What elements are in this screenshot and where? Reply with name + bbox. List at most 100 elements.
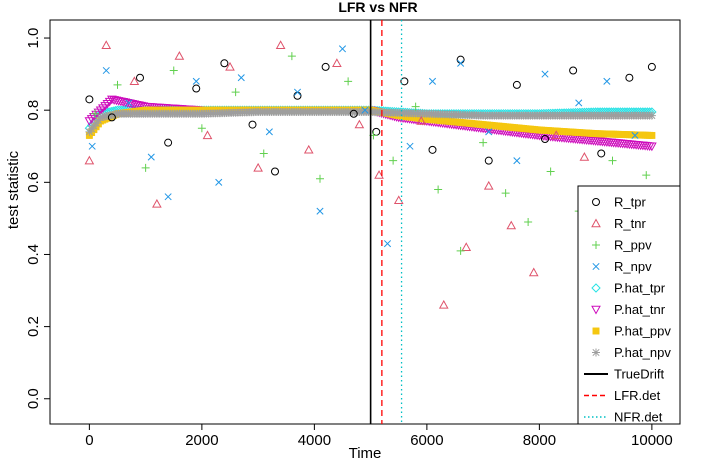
legend-label-p-hat-npv: P.hat_npv [614, 345, 671, 360]
r-npv-point [125, 99, 133, 107]
r-tpr-point [271, 167, 279, 176]
r-tnr-point [152, 198, 162, 208]
r-tnr-point [506, 220, 517, 230]
r-ppv-point [642, 171, 651, 180]
y-axis-label: test statistic [5, 150, 22, 229]
legend-swatch-r-tnr [591, 218, 601, 228]
r-ppv-point [287, 52, 296, 61]
r-npv-point [406, 142, 414, 150]
legend-box [577, 185, 681, 425]
r-tpr-point [569, 66, 578, 75]
r-tnr-point [374, 170, 384, 179]
y-tick-label: 0.8 [25, 100, 42, 121]
legend-swatch-p-hat-tnr [591, 305, 601, 315]
r-ppv-point [524, 218, 533, 226]
r-tnr-point [551, 130, 562, 140]
r-npv-point [513, 157, 521, 165]
r-tnr-point [129, 76, 140, 86]
r-npv-point [147, 153, 155, 161]
r-npv-point [265, 128, 273, 136]
r-ppv-point [501, 189, 510, 198]
r-ppv-point [231, 88, 240, 97]
legend-label-p-hat-tnr: P.hat_tnr [614, 302, 666, 317]
x-tick-label: 0 [85, 432, 93, 449]
r-npv-point [631, 131, 639, 139]
y-axis: 0.0 0.2 0.4 0.6 0.8 1.0 [25, 28, 50, 409]
legend-swatch-r-npv [592, 262, 600, 271]
r-npv-point [485, 128, 493, 136]
r-ppv-point [316, 174, 324, 183]
r-tpr-point [541, 135, 549, 144]
legend-label-r-npv: R_npv [614, 259, 652, 274]
r-ppv-point [546, 167, 555, 176]
r-tpr-point [484, 156, 493, 165]
series-r-tnr [84, 40, 590, 309]
r-tnr-point [101, 40, 112, 49]
legend-swatch-p-hat-npv [592, 348, 600, 357]
legend-label-truedrift: TrueDrift [614, 367, 664, 382]
p-hat-ppv-marker [648, 131, 656, 139]
r-npv-point [575, 99, 583, 107]
legend-swatch-r-tpr [592, 198, 600, 206]
r-ppv-point [169, 66, 178, 75]
r-ppv-point [259, 149, 268, 158]
r-npv-point [316, 207, 324, 215]
y-tick-label: 0.0 [25, 388, 42, 409]
r-npv-point [237, 74, 245, 82]
x-axis-label: Time [349, 445, 382, 462]
r-tnr-point [393, 195, 404, 205]
legend-swatch-r-ppv [592, 241, 600, 249]
y-tick-label: 1.0 [25, 28, 42, 49]
r-tnr-point [461, 242, 472, 251]
r-npv-point [293, 88, 302, 96]
x-tick-label: 6000 [410, 432, 443, 449]
r-ppv-point [608, 156, 617, 165]
r-tnr-point [579, 152, 590, 161]
r-tnr-point [275, 40, 286, 49]
r-npv-point [428, 77, 437, 85]
r-tpr-point [400, 77, 409, 86]
r-tpr-point [136, 73, 144, 82]
r-tnr-point [303, 144, 314, 154]
x-axis: 0 2000 4000 6000 8000 10000 [85, 424, 673, 449]
legend-label-lfr-det: LFR.det [614, 388, 661, 403]
r-ppv-point [197, 124, 206, 133]
r-npv-point [361, 106, 369, 114]
r-ppv-point [389, 156, 398, 165]
series-r-npv [88, 45, 639, 248]
r-tpr-point [349, 109, 358, 118]
r-tpr-point [428, 145, 437, 154]
r-ppv-point [113, 80, 122, 89]
p-hat-tnr-marker [647, 142, 657, 152]
chart-title: LFR vs NFR [338, 0, 417, 15]
r-ppv-point [91, 109, 99, 118]
r-npv-point [603, 77, 611, 85]
r-ppv-point [411, 102, 420, 111]
legend-label-nfr-det: NFR.det [614, 410, 663, 425]
r-ppv-point [479, 138, 488, 147]
legend-label-p-hat-tpr: P.hat_tpr [614, 281, 666, 296]
r-tpr-point [85, 95, 94, 104]
r-tnr-point [174, 51, 185, 60]
legend-label-r-tpr: R_tpr [614, 195, 646, 210]
r-tpr-point [625, 73, 634, 82]
x-tick-label: 8000 [523, 432, 556, 449]
r-npv-point [88, 142, 96, 150]
r-ppv-point [141, 163, 150, 172]
r-npv-point [215, 178, 223, 186]
r-npv-point [383, 240, 392, 248]
r-tnr-point [483, 180, 494, 190]
r-ppv-point [456, 246, 465, 255]
r-tpr-point [647, 62, 656, 71]
r-npv-point [102, 66, 110, 75]
legend-swatch-p-hat-ppv [592, 327, 600, 335]
r-npv-point [338, 45, 347, 53]
r-npv-point [192, 77, 200, 85]
x-tick-label: 10000 [631, 432, 673, 449]
y-tick-label: 0.6 [25, 172, 42, 193]
r-npv-point [457, 59, 465, 67]
r-npv-point [164, 193, 172, 201]
legend-label-r-ppv: R_ppv [614, 238, 652, 253]
r-ppv-point [434, 185, 443, 194]
